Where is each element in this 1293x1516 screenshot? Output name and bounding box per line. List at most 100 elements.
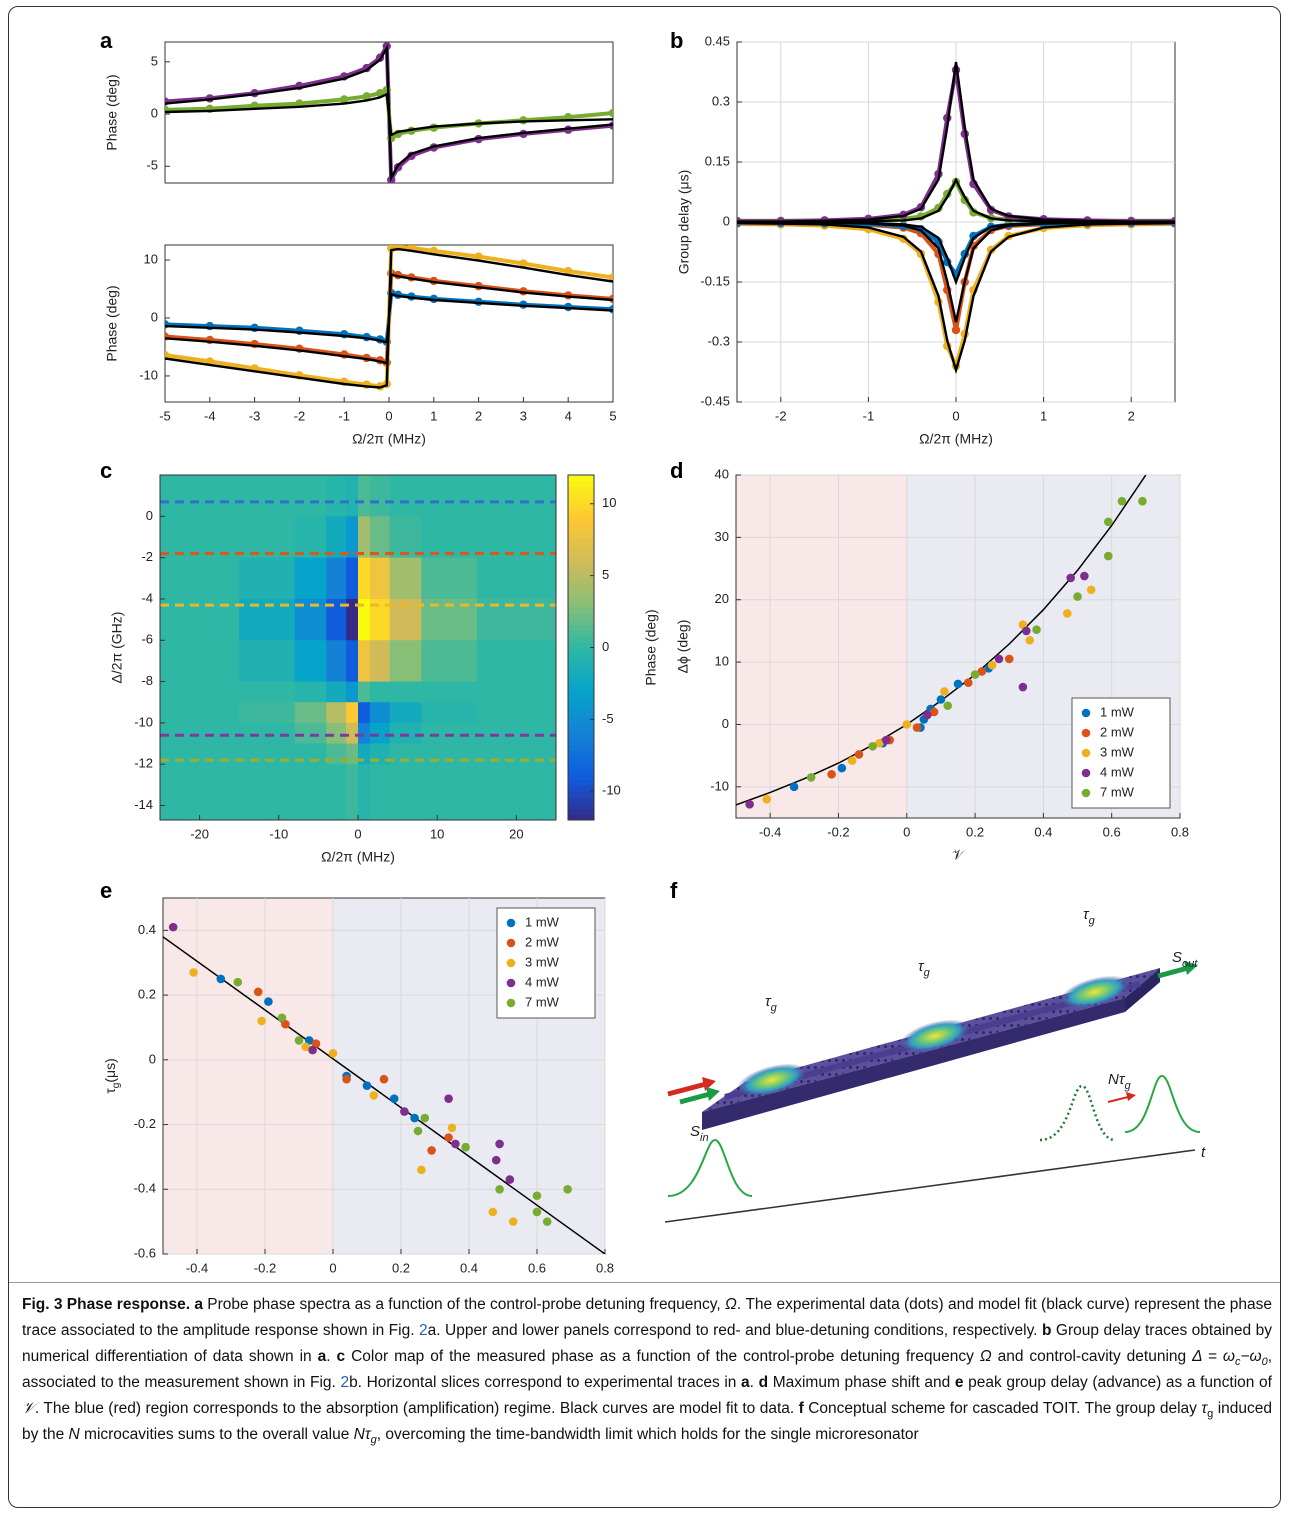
- heatmap-cell: [160, 681, 240, 703]
- x-tick-label: -10: [269, 826, 288, 841]
- x-tick-label: 1: [1040, 408, 1047, 423]
- fit-line: [165, 247, 613, 389]
- colorbar-swatch: [568, 492, 594, 499]
- colorbar-swatch: [568, 716, 594, 723]
- legend-marker: [506, 978, 516, 988]
- data-point: [389, 1094, 399, 1103]
- y-tick-label: 0: [151, 106, 158, 121]
- legend-label: 1 mW: [1100, 704, 1135, 719]
- data-point: [281, 1019, 290, 1029]
- slab-side: [1125, 968, 1160, 1012]
- colorbar-swatch: [568, 751, 594, 758]
- colorbar-swatch: [568, 774, 594, 781]
- heatmap-cell: [160, 722, 240, 745]
- plot-area: [159, 474, 557, 821]
- caption-text: , overcoming the time-bandwidth limit wh…: [376, 1426, 919, 1443]
- colorbar-swatch: [568, 613, 594, 620]
- data-point: [1022, 626, 1031, 636]
- data-point: [762, 794, 772, 804]
- diagram-label-text: S: [690, 1123, 700, 1140]
- y-tick-label: 0.15: [705, 153, 730, 168]
- heatmap-cell: [294, 516, 327, 559]
- diagram-label-text: τ: [1083, 906, 1090, 923]
- colorbar-swatch: [568, 733, 594, 740]
- fit-line: [737, 61, 1175, 223]
- caption-text: Maximum phase shift and: [768, 1374, 955, 1391]
- caption-text: induced by the: [22, 1400, 1272, 1443]
- heatmap-cell: [294, 640, 327, 683]
- heatmap-cell: [389, 743, 422, 765]
- data-point: [1073, 592, 1082, 601]
- colorbar-swatch: [568, 768, 594, 775]
- caption-text: Ω: [979, 1348, 992, 1365]
- x-tick-label: 0.4: [1034, 824, 1052, 839]
- data-point: [400, 1107, 409, 1116]
- heatmap-cell: [369, 475, 391, 517]
- y-tick-label: -0.4: [134, 1181, 156, 1196]
- colorbar-swatch: [568, 555, 594, 562]
- caption-text: Fig. 3 Phase response.: [22, 1296, 191, 1313]
- pulse-reference: [1039, 1084, 1116, 1142]
- colorbar-swatch: [568, 544, 594, 551]
- heatmap-cell: [421, 702, 478, 724]
- colorbar-swatch: [568, 670, 594, 677]
- data-point: [1025, 635, 1035, 645]
- caption-text: Color map of the measured phase as a fun…: [345, 1348, 980, 1365]
- caption-text: f: [798, 1400, 804, 1417]
- colorbar-swatch: [568, 567, 594, 574]
- data-point: [806, 773, 816, 782]
- colorbar-swatch: [568, 739, 594, 746]
- legend-label: 7 mW: [525, 994, 560, 1009]
- colorbar-label: Phase (deg): [643, 609, 659, 685]
- caption-text: g: [1207, 1408, 1214, 1421]
- data-point: [532, 1207, 542, 1217]
- y-tick-label: 0.3: [712, 93, 730, 108]
- data-point: [881, 735, 891, 745]
- caption-text[interactable]: 2: [418, 1322, 428, 1339]
- x-axis-label: Ω/2π (MHz): [352, 431, 426, 447]
- data-point: [827, 770, 836, 779]
- caption-text[interactable]: 2: [340, 1374, 350, 1391]
- data-point: [304, 1036, 314, 1045]
- legend-marker: [506, 918, 516, 928]
- diagram-label: τg: [1083, 906, 1096, 927]
- data-point: [328, 1049, 338, 1058]
- legend-label: 4 mW: [525, 974, 560, 989]
- data-point: [495, 1139, 504, 1149]
- data-point: [447, 1123, 457, 1133]
- heatmap-cell: [358, 722, 371, 745]
- data-point: [936, 695, 946, 704]
- colorbar-swatch: [568, 676, 594, 683]
- diagram: [664, 961, 1201, 1223]
- data-point: [379, 1074, 389, 1084]
- y-axis-label: Δ/2π (GHz): [109, 612, 125, 684]
- colorbar-swatch: [568, 584, 594, 591]
- colorbar-swatch: [568, 814, 594, 821]
- heatmap-cell: [294, 557, 327, 600]
- caption-text: −ω: [1240, 1348, 1262, 1365]
- heatmap-cell: [369, 557, 391, 600]
- y-axis-label: Δϕ (deg): [675, 620, 691, 674]
- caption-rule: [9, 1282, 1280, 1283]
- heatmap-cell: [369, 516, 391, 559]
- diagram-label-sub: g: [771, 1002, 778, 1014]
- heatmap-cell: [369, 764, 391, 821]
- caption-text: Probe phase spectra as a function of the…: [202, 1296, 726, 1313]
- x-tick-label: 0.2: [392, 1260, 410, 1275]
- colorbar-swatch: [568, 745, 594, 752]
- y-tick-label: 40: [715, 466, 729, 481]
- data-point: [977, 667, 987, 676]
- heatmap-cell: [369, 722, 391, 745]
- heatmap-cell: [294, 722, 327, 745]
- heatmap-cell: [239, 516, 296, 559]
- y-tick-label: -0.15: [700, 273, 730, 288]
- colorbar-swatch: [568, 699, 594, 706]
- heatmap-cell: [421, 516, 478, 559]
- diagram-label: τg: [765, 993, 778, 1014]
- diagram-label-text: S: [1172, 949, 1182, 966]
- diagram-label: Sout: [1172, 949, 1198, 970]
- heatmap-cell: [358, 516, 371, 559]
- data-point: [413, 1126, 423, 1136]
